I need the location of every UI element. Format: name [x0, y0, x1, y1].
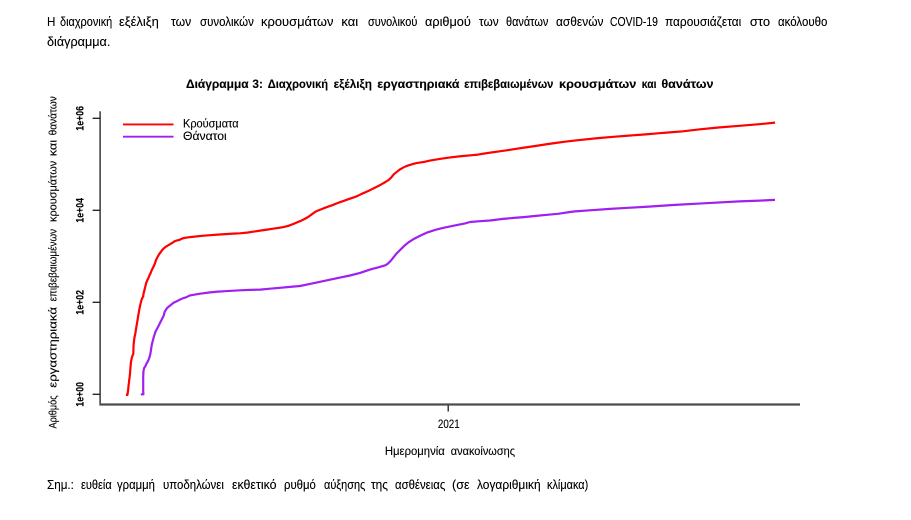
svg-text:1e+06: 1e+06: [75, 106, 87, 131]
svg-text:1e+04: 1e+04: [75, 197, 87, 222]
svg-text:Θάνατοι: Θάνατοι: [183, 131, 227, 143]
svg-text:επιβεβαιωμένων: επιβεβαιωμένων: [464, 77, 553, 91]
svg-text:Αριθμός: Αριθμός: [47, 395, 59, 428]
svg-text:εργαστηριακά: εργαστηριακά: [377, 77, 460, 91]
svg-text:1e+02: 1e+02: [75, 290, 87, 315]
svg-text:1e+00: 1e+00: [75, 382, 87, 407]
svg-text:θανάτων: θανάτων: [47, 96, 59, 136]
svg-text:επιβεβαιωμένων: επιβεβαιωμένων: [47, 228, 59, 301]
svg-text:εξέλιξη: εξέλιξη: [334, 77, 372, 91]
svg-text:ανακοίνωσης: ανακοίνωσης: [451, 444, 515, 458]
svg-text:και: και: [642, 77, 657, 91]
svg-text:Κρούσματα: Κρούσματα: [183, 119, 239, 131]
svg-text:κρουσμάτων: κρουσμάτων: [47, 160, 59, 222]
svg-text:κρουσμάτων: κρουσμάτων: [559, 77, 637, 91]
svg-text:Διαχρονική: Διαχρονική: [268, 77, 328, 91]
svg-text:2021: 2021: [438, 417, 460, 431]
svg-text:Ημερομηνία: Ημερομηνία: [385, 444, 445, 458]
svg-text:εργαστηριακά: εργαστηριακά: [47, 306, 59, 387]
svg-text:3:: 3:: [252, 77, 263, 91]
svg-text:Διάγραμμα: Διάγραμμα: [186, 77, 249, 91]
svg-text:θανάτων: θανάτων: [661, 77, 713, 91]
svg-text:και: και: [47, 139, 59, 156]
